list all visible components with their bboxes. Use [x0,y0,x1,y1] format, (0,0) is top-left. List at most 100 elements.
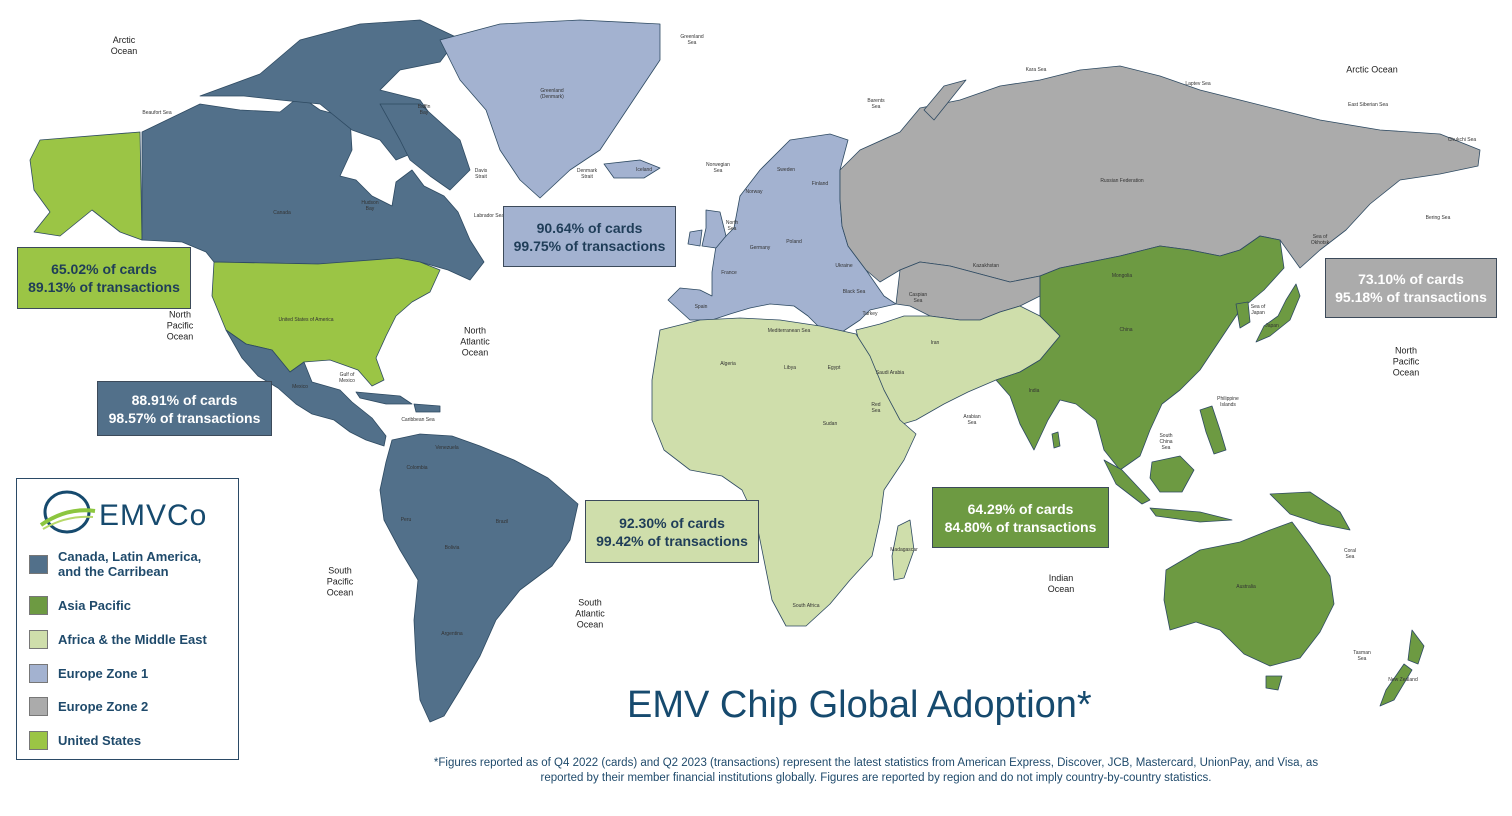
country-label-colombia: Colombia [406,465,428,471]
country-label-france: France [721,270,737,276]
sea-label-mediterranean: Mediterranean Sea [767,328,811,334]
region-cuba [355,391,413,405]
country-label-australia: Australia [1236,584,1256,590]
region-new-zealand-north [1407,629,1425,665]
sea-label-red: Red Sea [871,402,881,414]
country-label-egypt: Egypt [827,365,841,371]
legend-item-africa-me: Africa & the Middle East [29,630,207,649]
ocean-label-south-atlantic: South Atlantic Ocean [575,597,605,630]
country-label-germany: Germany [749,245,771,251]
legend-item-asia-pacific: Asia Pacific [29,596,131,615]
sea-label-denmark-strait: Denmark Strait [576,168,598,180]
stat-asia-pacific-cards: 64.29% of cards [967,500,1074,517]
region-philippines [1199,405,1227,455]
legend-swatch-europe2 [29,697,48,716]
sea-label-labrador: Labrador Sea [473,213,505,219]
region-alaska [29,131,143,241]
legend-label-asia-pacific: Asia Pacific [58,598,131,613]
sea-label-barents: Barents Sea [867,98,885,110]
region-greenland [439,19,661,199]
region-hispaniola [413,403,441,413]
region-uk [701,209,727,249]
ocean-label-north-pacific-west: North Pacific Ocean [166,309,194,342]
legend-swatch-asia-pacific [29,596,48,615]
region-south-america [379,433,579,723]
country-label-poland: Poland [786,239,802,245]
country-label-south-africa: South Africa [792,603,820,609]
country-label-brazil: Brazil [495,519,509,525]
legend-item-europe1: Europe Zone 1 [29,664,148,683]
sea-label-kara: Kara Sea [1025,67,1047,73]
region-asia-pacific-mainland [995,235,1285,471]
sea-label-okhotsk: Sea of Okhotsk [1310,234,1330,246]
legend-label-united-states: United States [58,733,142,748]
sea-label-norwegian: Norwegian Sea [706,162,730,174]
country-label-india: India [1028,388,1040,394]
country-label-sudan: Sudan [822,421,838,427]
ocean-label-south-pacific: South Pacific Ocean [326,565,354,598]
country-label-ukraine: Ukraine [835,263,853,269]
sea-label-beaufort: Beaufort Sea [142,110,172,116]
emvco-logo-mark-icon [39,490,96,534]
region-ireland [687,229,703,247]
region-baffin-island [379,103,471,191]
stat-box-europe-zone2: 73.10% of cards 95.18% of transactions [1325,258,1497,318]
sea-label-gulf-of-mexico: Gulf of Mexico [339,372,355,384]
stat-box-canada-latam: 88.91% of cards 98.57% of transactions [97,381,272,436]
region-korea [1235,301,1251,329]
sea-label-arabian: Arabian Sea [963,414,981,426]
sea-label-north-sea: North Sea [725,220,739,232]
country-label-canada: Canada [273,210,291,216]
stat-europe1-transactions: 99.75% of transactions [513,237,666,254]
country-label-saudi-arabia: Saudi Arabia [875,370,905,376]
country-label-philippines: Philippine Islands [1217,396,1239,408]
sea-label-bering: Bering Sea [1425,215,1451,221]
legend-swatch-africa-me [29,630,48,649]
sea-label-hudson-bay: Hudson Bay [361,200,379,212]
country-label-bolivia: Bolivia [444,545,460,551]
emvco-logo-text: EMVCo [99,499,208,532]
sea-label-south-china: South China Sea [1159,433,1173,451]
country-label-usa: United States of America [278,317,334,323]
ocean-label-indian: Indian Ocean [1047,573,1075,594]
stat-usa-transactions: 89.13% of transactions [28,279,180,295]
legend-swatch-canada-latam [29,554,48,574]
page-title: EMV Chip Global Adoption* [627,684,1092,726]
ocean-label-north-atlantic: North Atlantic Ocean [460,325,490,358]
sea-label-east-siberian: East Siberian Sea [1347,102,1389,108]
region-indonesia-borneo [1149,455,1195,493]
country-label-greenland: Greenland (Denmark) [540,88,564,100]
country-label-algeria: Algeria [720,361,736,367]
stat-box-africa-me: 92.30% of cards 99.42% of transactions [585,500,759,563]
country-label-argentina: Argentina [441,631,463,637]
stat-box-united-states: 65.02% of cards 89.13% of transactions [17,247,191,309]
stat-box-asia-pacific: 64.29% of cards 84.80% of transactions [932,487,1109,548]
country-label-norway: Norway [745,189,763,195]
region-novaya-zemlya [923,79,967,121]
country-label-russia: Russian Federation [1100,178,1144,184]
sea-label-black: Black Sea [842,289,866,295]
stat-africa-me-cards: 92.30% of cards [619,514,725,531]
footnote: *Figures reported as of Q4 2022 (cards) … [433,757,1319,784]
country-label-mexico: Mexico [292,384,308,390]
country-label-libya: Libya [784,365,796,371]
region-tasmania [1265,675,1283,691]
region-sri-lanka [1051,431,1061,449]
region-japan [1255,283,1301,343]
country-label-mongolia: Mongolia [1111,273,1133,279]
stat-asia-pacific-transactions: 84.80% of transactions [944,518,1097,535]
legend-swatch-united-states [29,731,48,750]
stat-usa-cards: 65.02% of cards [51,261,157,277]
country-label-new-zealand: New Zealand [1388,677,1418,683]
country-label-venezuela: Venezuela [435,445,459,451]
legend-label-europe1: Europe Zone 1 [58,666,149,681]
stat-europe2-transactions: 95.18% of transactions [1335,289,1487,305]
country-label-kazakhstan: Kazakhstan [972,263,1000,269]
stat-europe2-cards: 73.10% of cards [1358,271,1464,287]
legend-item-united-states: United States [29,731,141,750]
country-label-china: China [1119,327,1133,333]
region-new-zealand-south [1379,663,1413,707]
region-indonesia-java [1149,507,1233,523]
region-iceland [603,159,661,179]
region-australia [1163,521,1335,667]
